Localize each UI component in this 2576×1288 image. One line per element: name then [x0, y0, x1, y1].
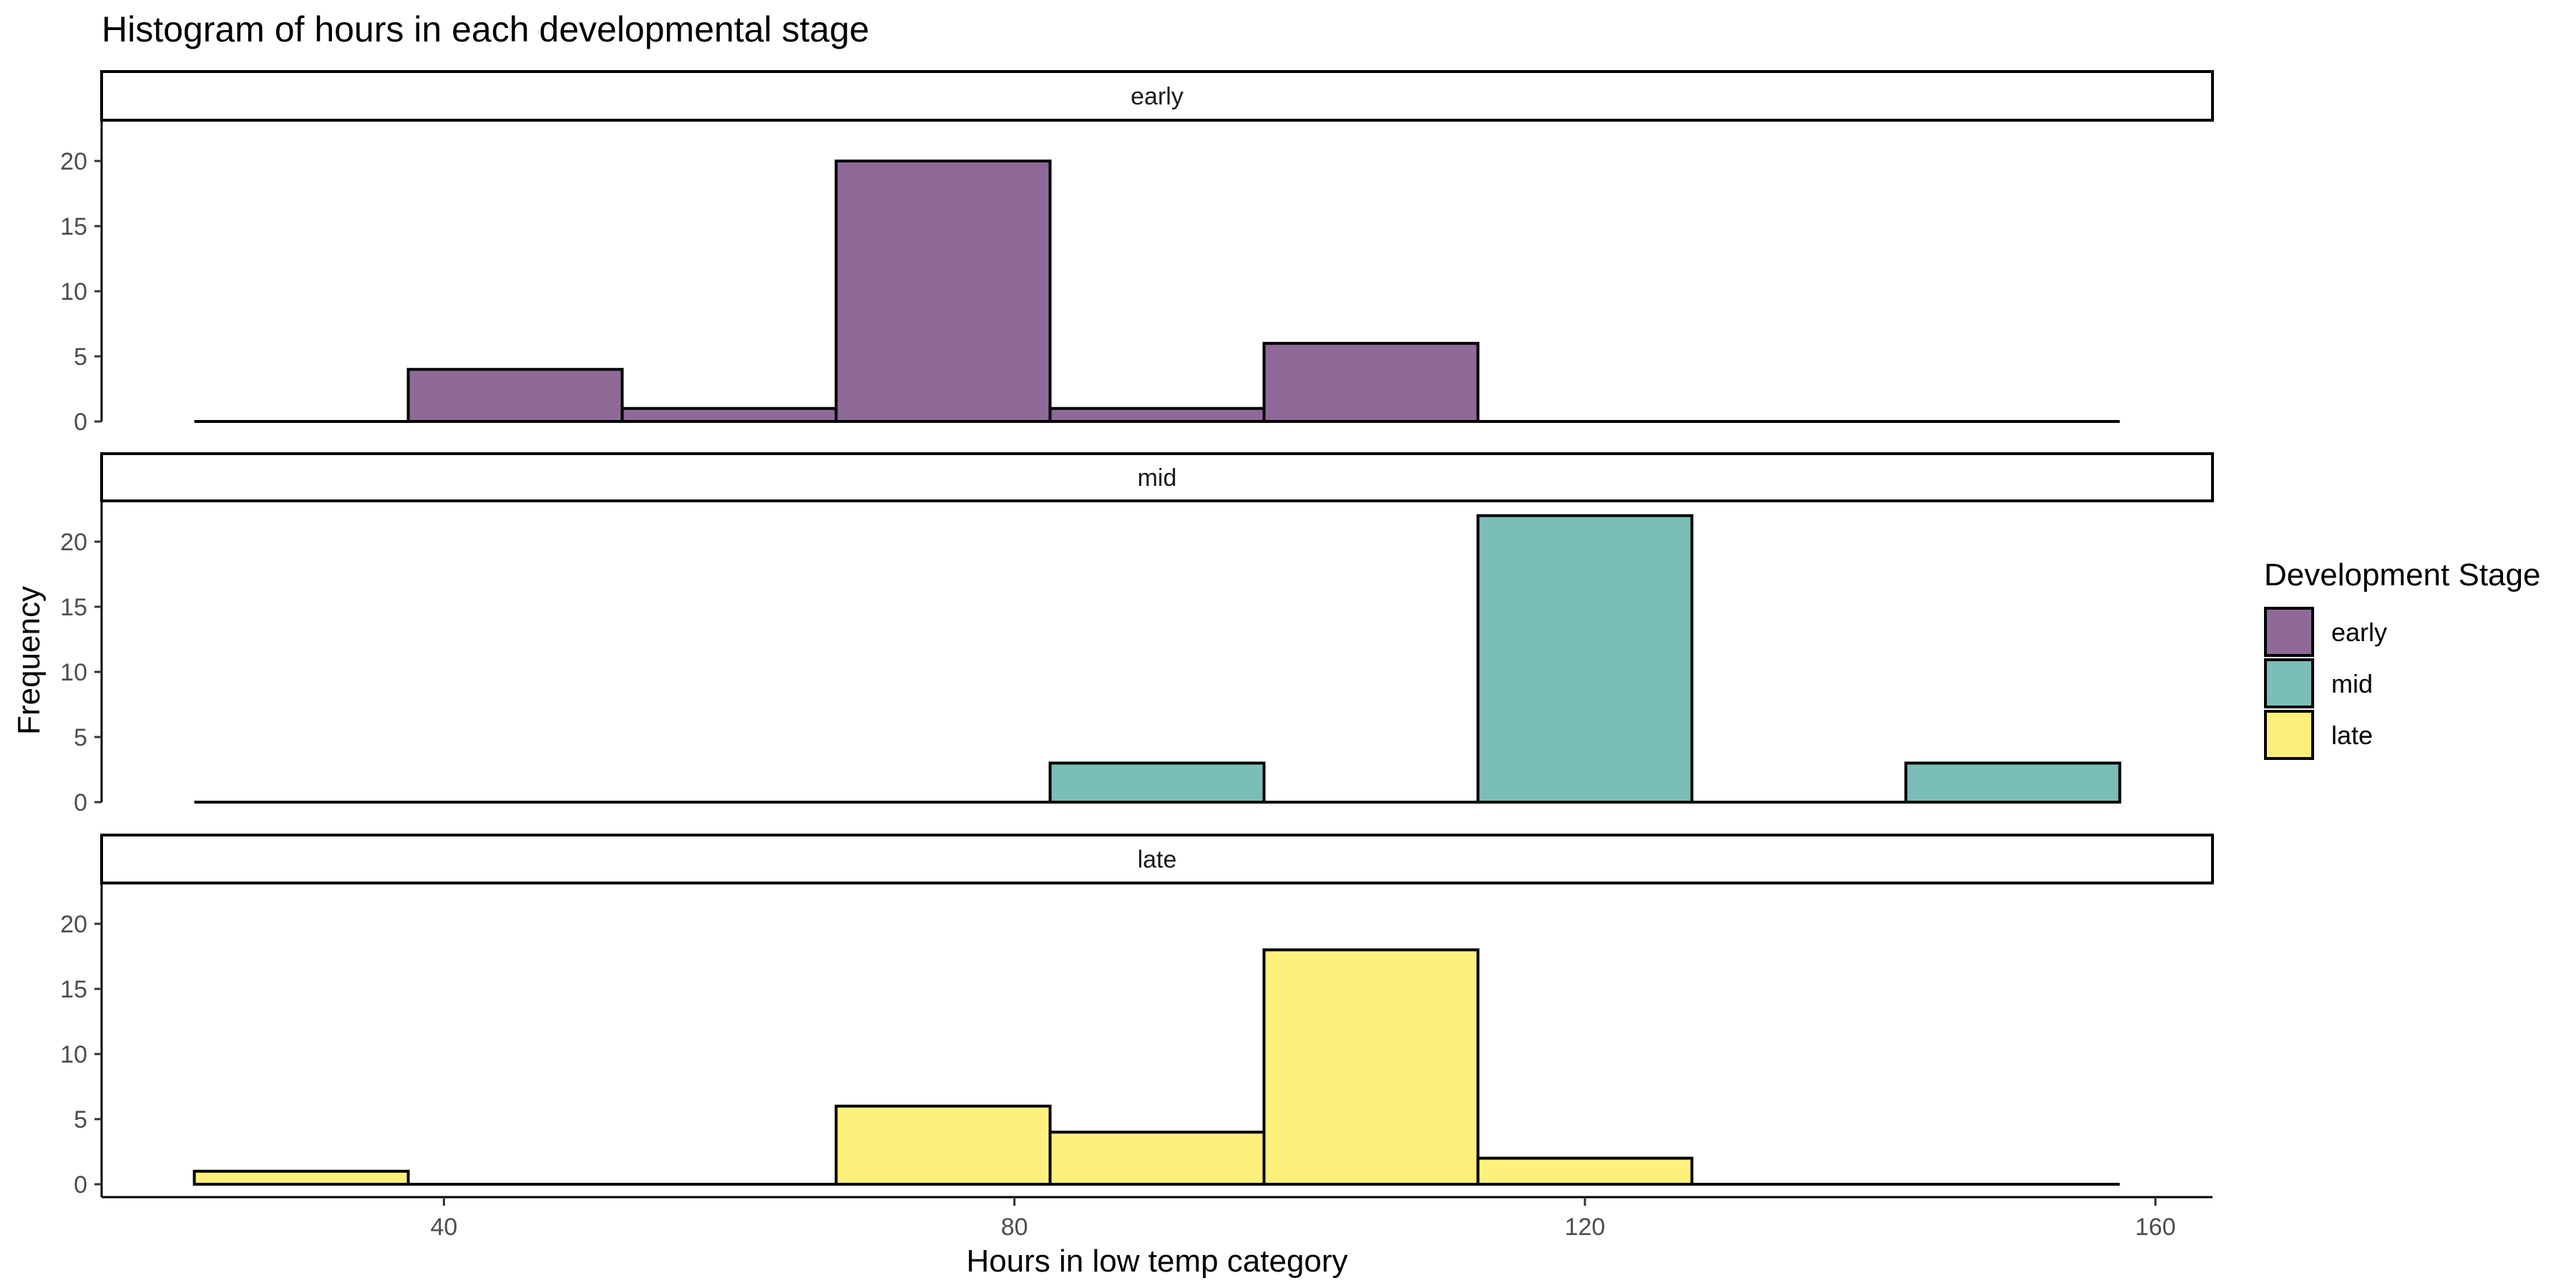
facet-strip-label: early [1131, 83, 1184, 110]
y-tick-label: 20 [60, 148, 87, 175]
x-tick-label: 80 [1001, 1214, 1028, 1241]
y-tick-label: 10 [60, 1041, 87, 1068]
histogram-bar [834, 160, 1052, 423]
histogram-bar [1476, 1156, 1694, 1186]
y-tick-label: 15 [60, 594, 87, 621]
histogram-bar [1048, 406, 1266, 423]
y-tick-label: 10 [60, 278, 87, 306]
facet-strip [100, 70, 2214, 122]
x-tick-label: 120 [1565, 1214, 1606, 1241]
legend-title: Development Stage [2264, 557, 2540, 592]
facet-panels: early 0 5 10 15 20 mid 0 5 10 15 20 late 0 5 10 15 20 [60, 70, 2214, 1199]
legend: Development Stage early mid late [2264, 557, 2540, 760]
y-tick-label: 15 [60, 976, 87, 1003]
histogram-bar [620, 406, 838, 423]
y-tick-label: 0 [74, 409, 87, 436]
facet-strip [100, 834, 2214, 884]
y-tick-label: 10 [60, 659, 87, 686]
histogram-bar [1476, 514, 1694, 804]
facet-strip-label: late [1138, 847, 1177, 874]
histogram-bar [192, 1169, 410, 1186]
facet-strip [100, 452, 2214, 502]
x-tick-label: 40 [430, 1214, 457, 1241]
legend-key-early [2264, 607, 2314, 657]
y-tick-label: 0 [74, 789, 87, 816]
facet-panel-early: early 0 5 10 15 20 [60, 70, 2214, 436]
y-tick-label: 5 [74, 343, 87, 371]
chart-title: Histogram of hours in each developmental… [102, 9, 869, 49]
histogram-bar [834, 1104, 1052, 1186]
facet-panel-mid: mid 0 5 10 15 20 [60, 452, 2214, 816]
legend-key-late [2264, 710, 2314, 760]
legend-label: mid [2331, 669, 2373, 698]
y-tick-label: 20 [60, 911, 87, 938]
legend-key-mid [2264, 658, 2314, 708]
y-tick-label: 20 [60, 529, 87, 556]
histogram-bar [1904, 761, 2122, 804]
x-tick-label: 160 [2135, 1214, 2176, 1241]
legend-label: late [2331, 721, 2373, 750]
y-tick-label: 5 [74, 724, 87, 751]
y-tick-label: 5 [74, 1106, 87, 1133]
histogram-bar [1262, 948, 1480, 1186]
y-tick-label: 0 [74, 1171, 87, 1199]
facet-panel-late: late 0 5 10 15 20 [60, 834, 2214, 1199]
legend-label: early [2331, 618, 2387, 647]
histogram-bar [1262, 341, 1480, 423]
histogram-bar [406, 368, 624, 424]
facet-strip-label: mid [1138, 464, 1177, 492]
y-axis-label: Frequency [11, 586, 47, 735]
histogram-bar [1048, 1131, 1266, 1186]
x-axis-label: Hours in low temp category [966, 1244, 1347, 1279]
y-tick-label: 15 [60, 213, 87, 240]
histogram-bar [1048, 761, 1266, 804]
x-axis: 40 80 120 160 [102, 1196, 2212, 1241]
